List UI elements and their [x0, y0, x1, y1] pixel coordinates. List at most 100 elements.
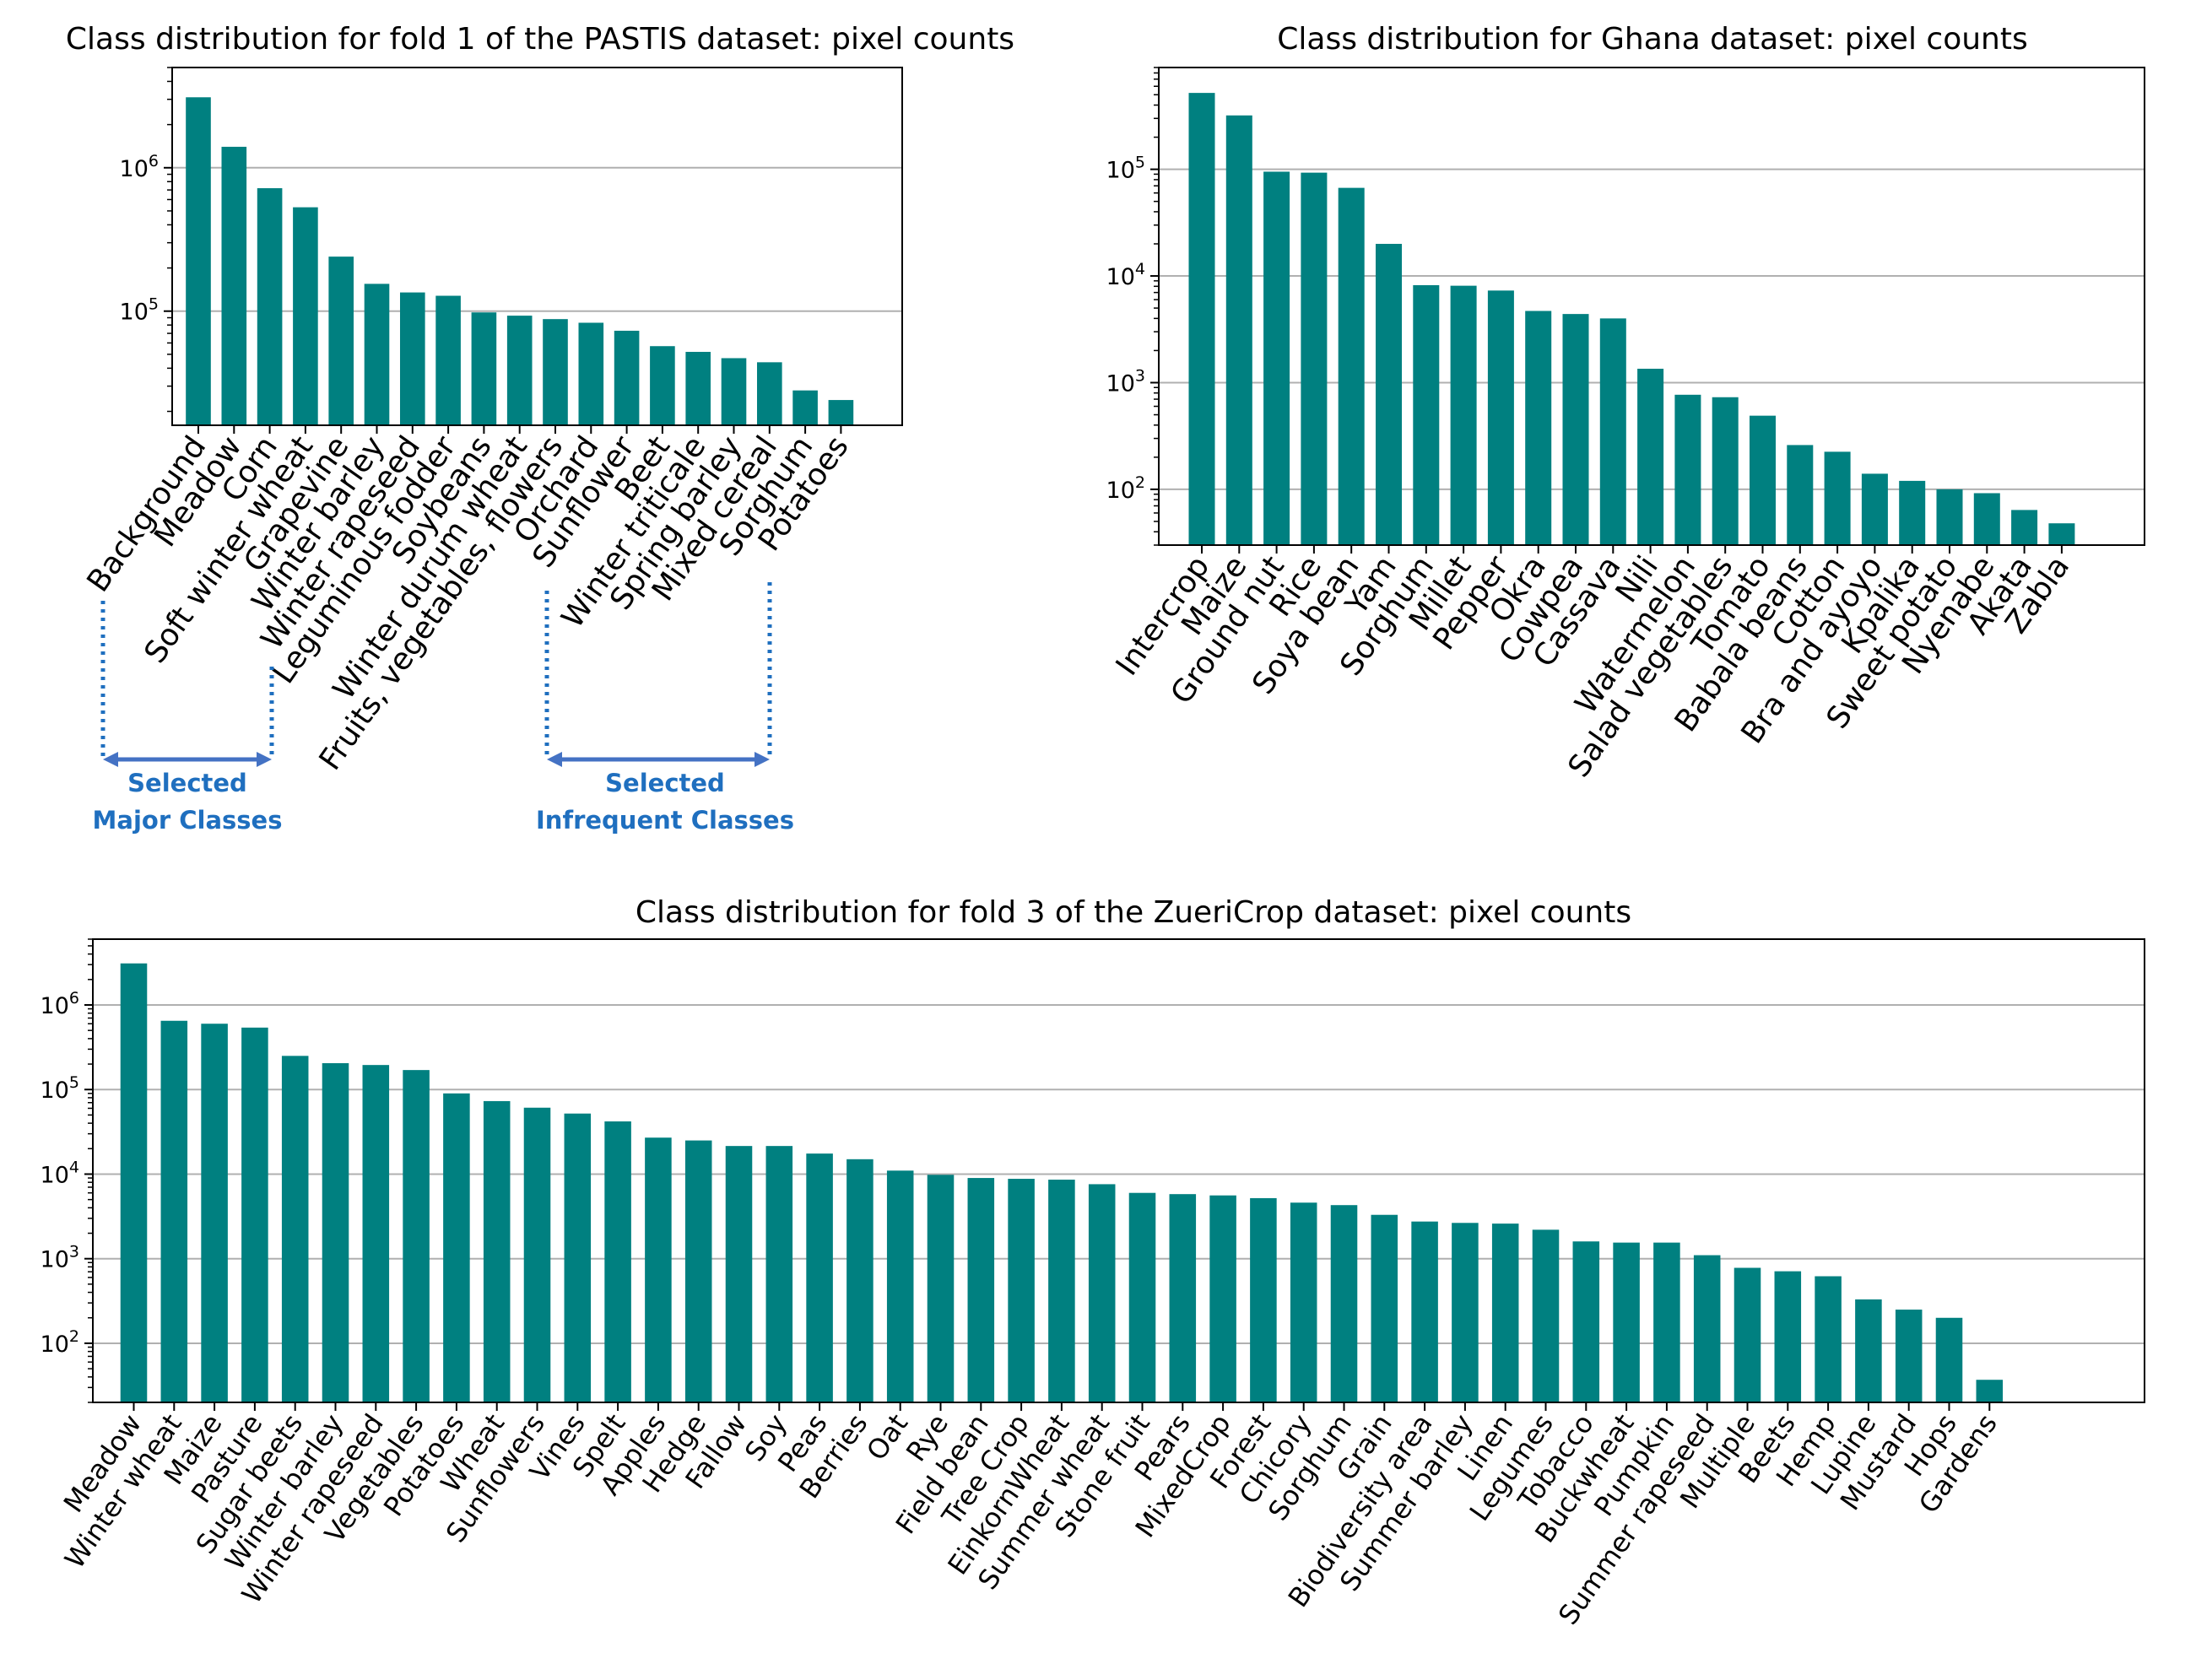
zuericrop-bar-22: [1008, 1179, 1035, 1402]
pastis-y-tick-label: 105: [120, 295, 159, 326]
ghana-bar-1: [1225, 115, 1252, 545]
zuericrop-chart: Class distribution for fold 3 of the Zue…: [41, 895, 2145, 1630]
zuericrop-y-tick-label: 102: [41, 1327, 79, 1358]
pastis-bar-13: [650, 346, 675, 425]
zuericrop-bar-3: [241, 1027, 268, 1402]
zuericrop-y-tick-label: 106: [41, 989, 79, 1019]
zuericrop-bar-28: [1250, 1197, 1277, 1402]
ghana-bar-4: [1338, 187, 1365, 546]
major-arrowhead-right: [257, 752, 272, 767]
zuericrop-bar-1: [160, 1020, 188, 1402]
zuericrop-bar-19: [886, 1170, 914, 1402]
ghana-bar-9: [1525, 311, 1552, 545]
pastis-bar-14: [685, 352, 711, 425]
pastis-chart: Class distribution for fold 1 of the PAS…: [66, 22, 1014, 776]
zuericrop-bar-41: [1774, 1271, 1802, 1402]
ghana-bar-11: [1599, 318, 1626, 545]
zuericrop-bar-14: [684, 1140, 712, 1402]
zuericrop-bar-36: [1572, 1241, 1600, 1402]
zuericrop-bar-43: [1855, 1299, 1882, 1402]
zuericrop-bar-45: [1935, 1317, 1963, 1402]
pastis-plot-frame: [171, 67, 903, 426]
pastis-bar-6: [399, 292, 425, 425]
zuericrop-bar-15: [725, 1146, 753, 1402]
zuericrop-y-tick-label: 103: [41, 1243, 79, 1273]
zuericrop-bar-20: [927, 1175, 955, 1402]
zuericrop-x-label: Oat: [860, 1408, 914, 1467]
ghana-bar-3: [1301, 172, 1328, 545]
pastis-y-tick-label: 106: [120, 152, 159, 182]
major-annotation-line1: Selected: [127, 769, 247, 797]
pastis-bar-15: [721, 358, 747, 425]
zuericrop-bar-18: [846, 1159, 874, 1402]
pastis-bar-17: [792, 390, 818, 425]
ghana-bar-10: [1562, 314, 1589, 545]
zuericrop-bar-44: [1895, 1310, 1923, 1402]
major-annotation-line2: Major Classes: [93, 806, 283, 835]
ghana-bar-13: [1674, 394, 1701, 545]
ghana-bar-6: [1413, 284, 1440, 545]
infrequent-arrowhead-left: [547, 752, 562, 767]
ghana-bar-20: [1936, 489, 1963, 545]
ghana-bar-16: [1787, 445, 1814, 545]
ghana-bar-23: [2048, 523, 2075, 545]
pastis-bar-3: [293, 207, 318, 426]
zuericrop-bar-42: [1815, 1276, 1842, 1402]
infrequent-arrowhead-right: [755, 752, 770, 767]
infrequent-annotation-line2: Infrequent Classes: [536, 806, 794, 835]
pastis-bar-11: [578, 322, 604, 425]
zuericrop-y-axis: 102 103 104 105 106: [41, 938, 93, 1403]
zuericrop-bar-31: [1371, 1214, 1398, 1402]
ghana-y-tick-label: 104: [1106, 260, 1145, 290]
pastis-bar-7: [435, 295, 461, 425]
zuericrop-bar-24: [1088, 1184, 1116, 1402]
zuericrop-bar-0: [120, 963, 148, 1402]
zuericrop-bar-5: [322, 1062, 349, 1402]
zuericrop-bars: [120, 963, 2004, 1402]
zuericrop-bar-37: [1613, 1242, 1640, 1402]
ghana-bar-18: [1861, 473, 1888, 545]
pastis-chart-title: Class distribution for fold 1 of the PAS…: [66, 22, 1014, 57]
zuericrop-bar-8: [443, 1093, 470, 1402]
zuericrop-bar-2: [201, 1024, 228, 1402]
zuericrop-bar-13: [645, 1137, 672, 1402]
zuericrop-bar-9: [483, 1100, 511, 1402]
zuericrop-bar-32: [1411, 1221, 1438, 1402]
zuericrop-bar-34: [1491, 1224, 1519, 1402]
pastis-bar-12: [614, 330, 640, 425]
zuericrop-bar-10: [523, 1107, 551, 1402]
ghana-bar-5: [1375, 244, 1403, 545]
zuericrop-bar-29: [1290, 1202, 1317, 1402]
zuericrop-bar-27: [1209, 1195, 1236, 1402]
ghana-chart: Class distribution for Ghana dataset: pi…: [1106, 22, 2145, 784]
selected-classes-annotation: Selected Major Classes Selected Infreque…: [93, 582, 794, 835]
zuericrop-bar-11: [564, 1113, 592, 1402]
pastis-bars: [186, 97, 854, 426]
major-arrowhead-left: [103, 752, 118, 767]
pastis-bar-16: [756, 362, 782, 425]
ghana-bar-17: [1824, 451, 1851, 545]
zuericrop-bar-38: [1653, 1242, 1680, 1402]
zuericrop-bar-23: [1048, 1180, 1075, 1402]
ghana-bar-19: [1899, 480, 1926, 545]
zuericrop-bar-4: [281, 1056, 309, 1402]
ghana-bar-15: [1749, 415, 1777, 545]
ghana-y-axis: 102 103 104 105: [1106, 67, 1159, 546]
infrequent-annotation-line1: Selected: [605, 769, 725, 797]
ghana-plot-frame: [1158, 67, 2145, 546]
pastis-bar-8: [471, 312, 497, 425]
ghana-y-tick-label: 102: [1106, 473, 1145, 504]
pastis-bar-18: [828, 400, 854, 425]
ghana-bar-14: [1712, 397, 1739, 545]
ghana-chart-title: Class distribution for Ghana dataset: pi…: [1277, 22, 2027, 57]
zuericrop-bar-12: [604, 1121, 631, 1402]
pastis-y-axis: 105 106: [120, 67, 172, 413]
ghana-bar-21: [1973, 493, 2000, 545]
zuericrop-bar-35: [1532, 1229, 1560, 1402]
zuericrop-y-tick-label: 104: [41, 1158, 79, 1188]
zuericrop-bar-39: [1693, 1255, 1721, 1402]
zuericrop-bar-17: [806, 1153, 833, 1402]
